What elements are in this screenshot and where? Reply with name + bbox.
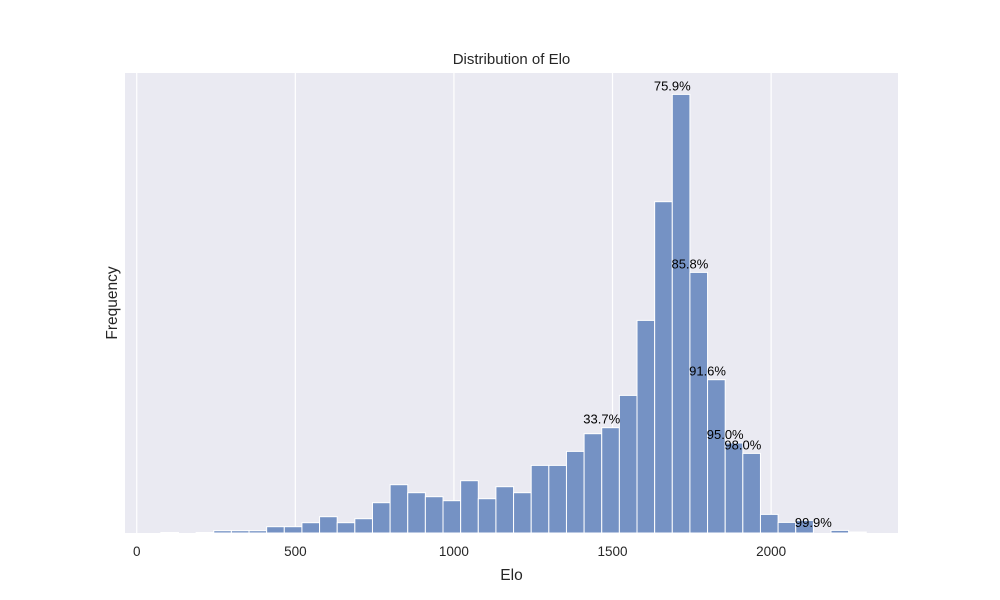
histogram-bar bbox=[565, 450, 585, 534]
histogram-bar bbox=[689, 271, 709, 534]
x-tick-label: 2000 bbox=[756, 544, 786, 559]
histogram-bar bbox=[195, 532, 215, 534]
histogram-bar bbox=[848, 531, 867, 534]
histogram-bar bbox=[213, 530, 232, 534]
chart-title: Distribution of Elo bbox=[453, 51, 571, 68]
histogram-bar bbox=[759, 513, 779, 534]
histogram-bar bbox=[583, 433, 603, 534]
histogram-bar bbox=[371, 502, 391, 534]
percentile-label: 95.0% bbox=[707, 427, 744, 442]
annotations: 33.7% 75.9% 85.8% 91.6% 95.0%98.0% 99.9% bbox=[583, 78, 832, 530]
histogram-bar bbox=[407, 492, 426, 534]
x-tick-label: 500 bbox=[284, 544, 307, 559]
x-tick-label: 0 bbox=[133, 544, 141, 559]
percentile-label: 85.8% bbox=[671, 256, 708, 271]
histogram-bar bbox=[336, 522, 356, 534]
histogram-bar bbox=[266, 526, 285, 534]
histogram-bar bbox=[830, 529, 850, 534]
histogram-bar bbox=[301, 522, 321, 534]
x-tick-label: 1500 bbox=[598, 544, 628, 559]
histogram-bar bbox=[671, 93, 691, 534]
histogram-bar bbox=[777, 521, 797, 534]
histogram-bar bbox=[636, 319, 656, 534]
x-tick-label: 1000 bbox=[439, 544, 469, 559]
histogram-bar bbox=[424, 496, 444, 534]
x-ticks: 0 500 1000 1500 2000 bbox=[133, 544, 786, 559]
x-axis-label: Elo bbox=[500, 567, 522, 584]
percentile-label: 91.6% bbox=[689, 364, 726, 379]
percentile-label: 33.7% bbox=[583, 412, 620, 427]
percentile-label: 75.9% bbox=[654, 78, 691, 93]
histogram-bar bbox=[724, 442, 744, 534]
histogram-bar bbox=[283, 526, 303, 534]
histogram-bar bbox=[618, 394, 638, 534]
histogram-bar bbox=[495, 486, 515, 534]
histogram-bar bbox=[795, 519, 814, 534]
histogram-bar bbox=[389, 484, 409, 534]
histogram-bar bbox=[230, 530, 250, 534]
histogram-bar bbox=[477, 498, 497, 534]
histogram-bar bbox=[654, 201, 673, 534]
plot-area bbox=[125, 73, 898, 533]
histogram-bar bbox=[530, 464, 550, 534]
histogram-bar bbox=[160, 532, 179, 534]
histogram-bar bbox=[442, 500, 462, 534]
y-axis-label: Frequency bbox=[104, 266, 121, 339]
histogram-bar bbox=[742, 452, 761, 534]
histogram-bar bbox=[460, 480, 479, 534]
histogram-bar bbox=[319, 516, 338, 534]
percentile-label: 99.9% bbox=[795, 515, 832, 530]
histogram-bar bbox=[354, 518, 373, 534]
histogram-bar bbox=[601, 427, 620, 534]
histogram-bar bbox=[707, 379, 726, 534]
histogram-bar bbox=[513, 492, 532, 534]
bars bbox=[160, 93, 867, 534]
histogram-bar bbox=[248, 530, 268, 534]
percentile-label: 98.0% bbox=[724, 437, 761, 452]
histogram-bar bbox=[548, 464, 567, 534]
